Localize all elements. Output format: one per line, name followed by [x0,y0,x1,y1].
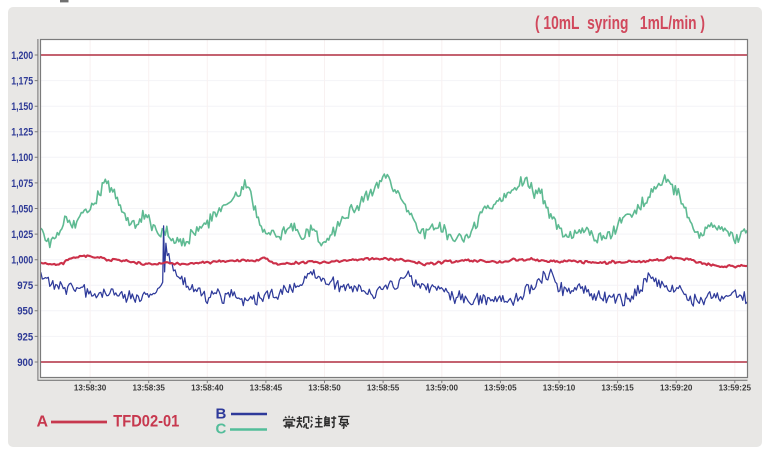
svg-text:13:59:05: 13:59:05 [484,384,517,393]
svg-text:900: 900 [17,357,33,369]
svg-text:1,150: 1,150 [11,101,33,113]
svg-text:1,125: 1,125 [11,127,33,139]
svg-text:13:59:20: 13:59:20 [660,384,693,393]
svg-text:1,000: 1,000 [11,255,33,267]
svg-text:A: A [37,414,49,431]
svg-text:950: 950 [17,306,33,318]
svg-text:13:58:35: 13:58:35 [133,384,166,393]
svg-text:925: 925 [17,331,33,343]
svg-text:TFD02-01: TFD02-01 [113,412,179,431]
svg-text:C: C [216,421,227,438]
svg-text:13:58:55: 13:58:55 [367,384,400,393]
svg-text:B: B [216,406,227,423]
svg-text:1,025: 1,025 [11,229,33,241]
svg-text:( 10mL syring 1mL/min ): ( 10mL syring 1mL/min ) [535,13,705,33]
svg-text:13:58:45: 13:58:45 [250,384,283,393]
svg-text:1,200: 1,200 [11,50,33,62]
svg-text:13:58:50: 13:58:50 [308,384,341,393]
svg-text:13:59:25: 13:59:25 [719,384,752,393]
svg-text:13:58:30: 13:58:30 [74,384,107,393]
svg-text:13:58:40: 13:58:40 [191,384,224,393]
svg-text:1,175: 1,175 [11,76,33,88]
svg-text:13:59:10: 13:59:10 [543,384,576,393]
svg-text:13:59:15: 13:59:15 [601,384,634,393]
svg-text:13:59:00: 13:59:00 [426,384,459,393]
svg-text:1,075: 1,075 [11,178,33,190]
svg-text:1,050: 1,050 [11,203,33,215]
svg-text:1,100: 1,100 [11,152,33,164]
svg-text:975: 975 [17,280,33,292]
